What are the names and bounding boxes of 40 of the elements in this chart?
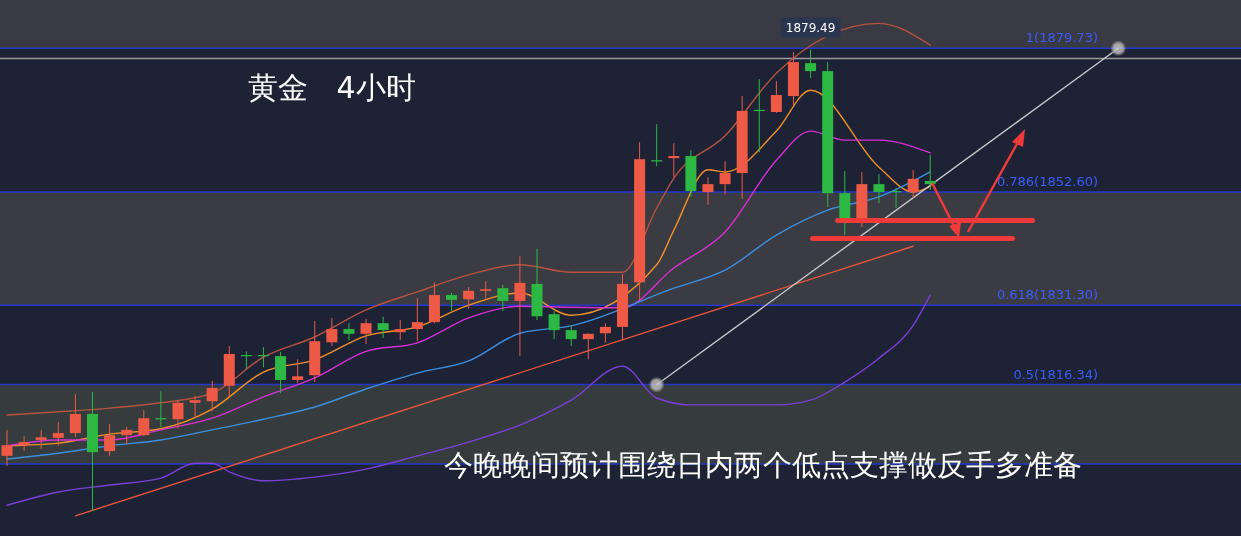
candlestick <box>702 176 714 206</box>
candlestick <box>719 160 731 195</box>
candlestick <box>907 169 919 199</box>
candlestick <box>599 322 611 344</box>
candlestick <box>292 358 304 384</box>
candlestick <box>69 393 81 438</box>
candlestick <box>326 317 338 347</box>
text: 黄金 4小时 <box>248 70 416 105</box>
candlestick <box>172 399 184 429</box>
candlestick <box>463 286 475 310</box>
candlestick <box>770 80 782 114</box>
candlestick <box>52 421 64 447</box>
candlestick <box>582 332 594 360</box>
ref-line-label: 0.5(1816.34) <box>1013 366 1098 382</box>
candlestick <box>206 380 218 412</box>
candlestick <box>138 409 150 437</box>
candlestick <box>18 435 30 452</box>
candlestick <box>104 423 116 457</box>
candlestick <box>394 319 406 341</box>
annotation: 今晚晚间预计围绕日内两个低点支撑做反手多准备 <box>444 448 1082 482</box>
ref-line-label: 1(1879.73) <box>1025 30 1098 46</box>
candlestick <box>548 310 560 340</box>
candlestick <box>565 324 577 347</box>
candlestick <box>1 429 13 467</box>
candlestick <box>514 255 526 357</box>
ref-line-label: 0.786(1852.60) <box>996 174 1098 190</box>
candlestick <box>275 351 287 394</box>
candlestick <box>343 322 355 341</box>
ref-line-label: 0.618(1831.30) <box>996 287 1098 303</box>
candlestick <box>360 318 372 345</box>
candlestick <box>35 429 47 450</box>
candlestick <box>497 284 509 312</box>
candlestick <box>411 297 423 342</box>
candlestick <box>873 173 885 204</box>
candlestick <box>446 292 458 312</box>
candlestick <box>189 395 201 419</box>
candlestick <box>805 48 817 79</box>
annotation: 1879.49 <box>785 20 836 35</box>
candlestick <box>668 142 680 178</box>
candlestick <box>377 316 389 339</box>
